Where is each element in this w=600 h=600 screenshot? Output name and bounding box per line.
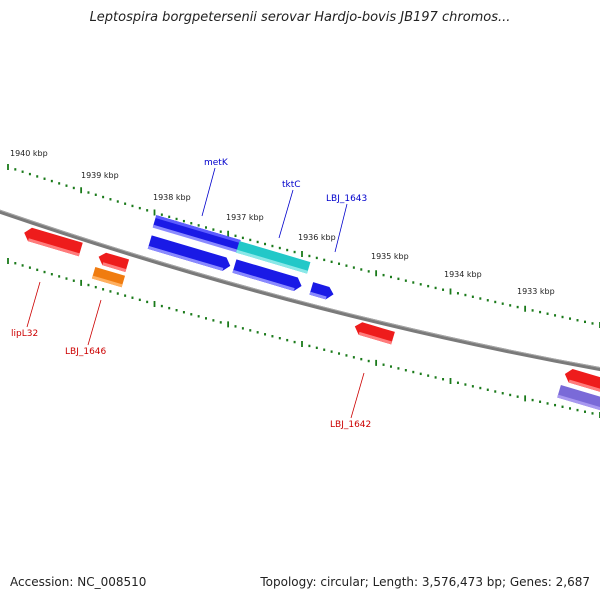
kbp-label: 1934 kbp [444,270,482,279]
gene-LBJ_1646[interactable] [91,266,126,288]
chromosome-backbone [0,209,600,372]
reverse-genes [22,226,600,394]
gene-metK[interactable] [152,215,241,253]
gene-label-LBJ_1642[interactable]: LBJ_1642 [330,420,371,430]
kbp-label: 1940 kbp [10,149,48,158]
accession-text: Accession: NC_008510 [10,575,147,589]
gene-LBJ_1643-segment[interactable] [232,259,303,292]
gene-tktC[interactable] [236,241,311,274]
gene-label-lipL32[interactable]: lipL32 [11,329,38,339]
gene-label-LBJ_1646[interactable]: LBJ_1646 [65,347,107,357]
gene-metK-segment[interactable] [147,235,233,272]
kbp-label: 1936 kbp [298,233,336,242]
gene-right-red[interactable] [563,367,600,394]
kbp-labels: 1940 kbp 1939 kbp 1938 kbp 1937 kbp 1936… [10,149,555,296]
gene-LBJ_1643[interactable] [309,282,335,301]
kbp-label: 1935 kbp [371,252,409,261]
kbp-label: 1938 kbp [153,193,191,202]
leader-lines [26,167,365,419]
kbp-label: 1939 kbp [81,171,119,180]
gene-LBJ_1642[interactable] [353,321,395,345]
kbp-label: 1937 kbp [226,213,264,222]
map-title: Leptospira borgpetersenii serovar Hardjo… [89,10,511,25]
chromosome-backbone-highlight [0,209,600,369]
gene-label-metK[interactable]: metK [204,158,229,168]
gene-label-tktC[interactable]: tktC [282,180,301,190]
tick-ring-upper [7,164,600,328]
forward-genes [147,215,600,412]
kbp-label: 1933 kbp [517,287,555,296]
gene-label-LBJ_1643[interactable]: LBJ_1643 [326,194,367,204]
gene-lipL32[interactable] [22,226,83,257]
gene-red-small[interactable] [97,251,130,272]
genome-summary-text: Topology: circular; Length: 3,576,473 bp… [260,575,590,589]
gene-right-lavender[interactable] [557,385,600,412]
tick-ring-lower [7,258,600,418]
